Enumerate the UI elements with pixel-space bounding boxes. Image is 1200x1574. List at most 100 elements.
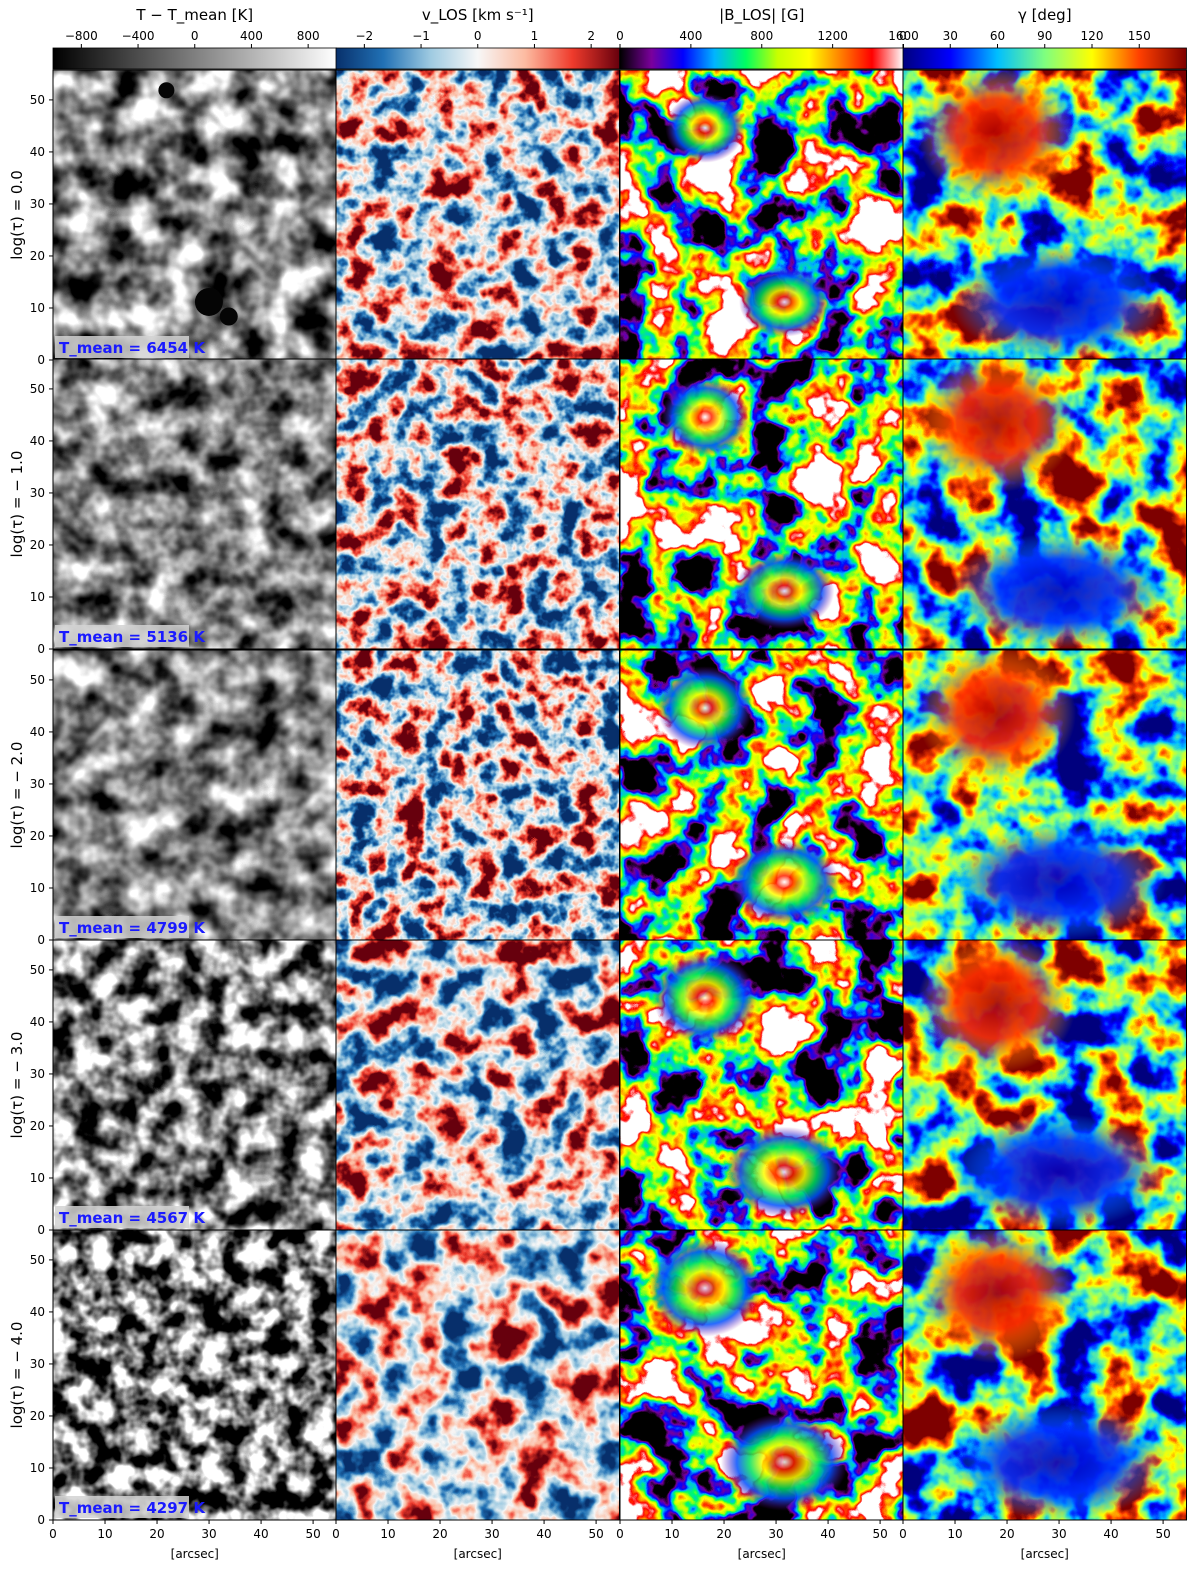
y-tick-label: 30 [30, 197, 45, 211]
magnetic-concentration [661, 378, 749, 456]
colorbar-inclination: γ [deg] 0 30 60 90 120 150 [899, 6, 1187, 70]
x-tick-label: 0 [332, 1527, 340, 1541]
colorbar-tick-label: 1600 [888, 29, 919, 43]
tmean-box [55, 336, 189, 358]
row-depth-label: log(τ) = − 2.0 [8, 742, 26, 849]
y-tick-label: 20 [30, 249, 45, 263]
y-tick-label: 20 [30, 538, 45, 552]
x-tick-label: 10 [380, 1527, 395, 1541]
x-tick-label: 0 [899, 1527, 907, 1541]
y-tick-label: 20 [30, 1409, 45, 1423]
tmean-label: T_mean = 4297 K [59, 1499, 206, 1517]
x-axis-label: [arcsec] [454, 1547, 502, 1561]
colorbar-title: γ [deg] [1018, 6, 1072, 24]
colorbar-tick-label: −400 [122, 29, 155, 43]
x-tick-label: 30 [484, 1527, 499, 1541]
y-tick-label: 10 [30, 1171, 45, 1185]
y-tick-label: 0 [37, 353, 45, 367]
x-tick-label: 10 [947, 1527, 962, 1541]
colorbar-title: |B_LOS| [G] [719, 6, 804, 25]
row-depth-label: log(τ) = − 4.0 [8, 1322, 26, 1429]
x-tick-label: 30 [201, 1527, 216, 1541]
row-labels: log(τ) = 0.0 T_mean = 6454 K log(τ) = − 1.… [8, 170, 206, 1518]
tmean-box [55, 916, 189, 938]
inclination-negative-patch [951, 824, 1167, 940]
panel-field-strength-row-5 [619, 1229, 904, 1521]
colorbar-tick-label: 0 [899, 29, 907, 43]
y-tick-label: 30 [30, 1067, 45, 1081]
colorbar-field-strength: |B_LOS| [G] 0 400 800 1200 1600 [616, 6, 919, 70]
panel-inclination-row-2 [902, 358, 1187, 650]
panel-velocity-row-2 [335, 358, 620, 650]
x-tick-label: 40 [536, 1527, 551, 1541]
row-depth-label: log(τ) = 0.0 [8, 170, 26, 260]
x-axis-label: [arcsec] [738, 1547, 786, 1561]
panel-temperature-row-5 [52, 1229, 337, 1521]
magnetic-concentration [725, 1126, 844, 1218]
panel-temperature-row-2 [52, 358, 337, 650]
pore [219, 307, 238, 326]
y-tick-label: 10 [30, 1461, 45, 1475]
colorbar-tick-label: 0 [191, 29, 199, 43]
inclination-negative-patch [951, 1404, 1167, 1520]
colorbar-tick-label: 800 [750, 29, 773, 43]
magnetic-concentration [739, 267, 830, 337]
x-tick-label: 50 [588, 1527, 603, 1541]
colorbar-gradient [619, 47, 904, 70]
y-tick-label: 50 [30, 963, 45, 977]
pore [194, 288, 223, 316]
colorbar-tick-label: 120 [1081, 29, 1104, 43]
tmean-box [55, 1496, 189, 1518]
inclination-positive-patch [917, 650, 1076, 784]
panel-inclination-row-1 [902, 69, 1187, 361]
colorbar-gradient [902, 47, 1187, 70]
colorbar-tick-label: 90 [1037, 29, 1052, 43]
row-depth-label: log(τ) = − 1.0 [8, 451, 26, 558]
colorbar-title: T − T_mean [K] [135, 6, 253, 25]
magnetic-concentration [734, 552, 835, 630]
x-tick-label: 50 [1155, 1527, 1170, 1541]
colorbar-temperature: T − T_mean [K] −800 −400 0 400 800 [52, 6, 337, 70]
colorbar-tick-label: 1200 [817, 29, 848, 43]
colorbar-tick-label: 800 [297, 29, 320, 43]
y-tick-label: 50 [30, 93, 45, 107]
y-tick-label: 10 [30, 590, 45, 604]
colorbar-gradient [52, 47, 337, 70]
y-tick-label: 20 [30, 1119, 45, 1133]
magnetic-concentration [720, 1413, 848, 1511]
y-tick-label: 40 [30, 1305, 45, 1319]
panel-inclination-row-5 [902, 1229, 1187, 1521]
x-tick-label: 30 [1051, 1527, 1066, 1541]
y-tick-label: 50 [30, 673, 45, 687]
x-tick-label: 40 [253, 1527, 268, 1541]
y-tick-label: 0 [37, 933, 45, 947]
colorbar-tick-label: −2 [355, 29, 373, 43]
magnetic-concentration [657, 666, 753, 750]
y-tick-label: 0 [37, 1513, 45, 1527]
magnetic-concentration [665, 93, 745, 163]
panel-temperature-row-4 [52, 939, 337, 1231]
colorbar-tick-label: 400 [679, 29, 702, 43]
tmean-label: T_mean = 5136 K [59, 628, 206, 646]
panel-velocity-row-3 [335, 649, 620, 941]
colorbar-tick-label: 2 [587, 29, 595, 43]
colorbar-tick-label: 1 [531, 29, 539, 43]
y-tick-label: 50 [30, 1253, 45, 1267]
pore [158, 82, 175, 99]
tmean-box [55, 1206, 189, 1228]
inclination-positive-patch [917, 1230, 1076, 1364]
y-tick-label: 0 [37, 642, 45, 656]
colorbar-tick-label: −800 [65, 29, 98, 43]
y-tick-label: 30 [30, 1357, 45, 1371]
x-tick-label: 10 [97, 1527, 112, 1541]
x-tick-label: 20 [432, 1527, 447, 1541]
y-tick-label: 30 [30, 486, 45, 500]
tmean-box [55, 625, 189, 647]
panel-temperature-row-1 [52, 69, 337, 361]
x-axis-label: [arcsec] [171, 1547, 219, 1561]
x-tick-label: 0 [616, 1527, 624, 1541]
panel-field-strength-row-1 [619, 69, 904, 361]
y-tick-label: 0 [37, 1223, 45, 1237]
x-tick-label: 50 [305, 1527, 320, 1541]
